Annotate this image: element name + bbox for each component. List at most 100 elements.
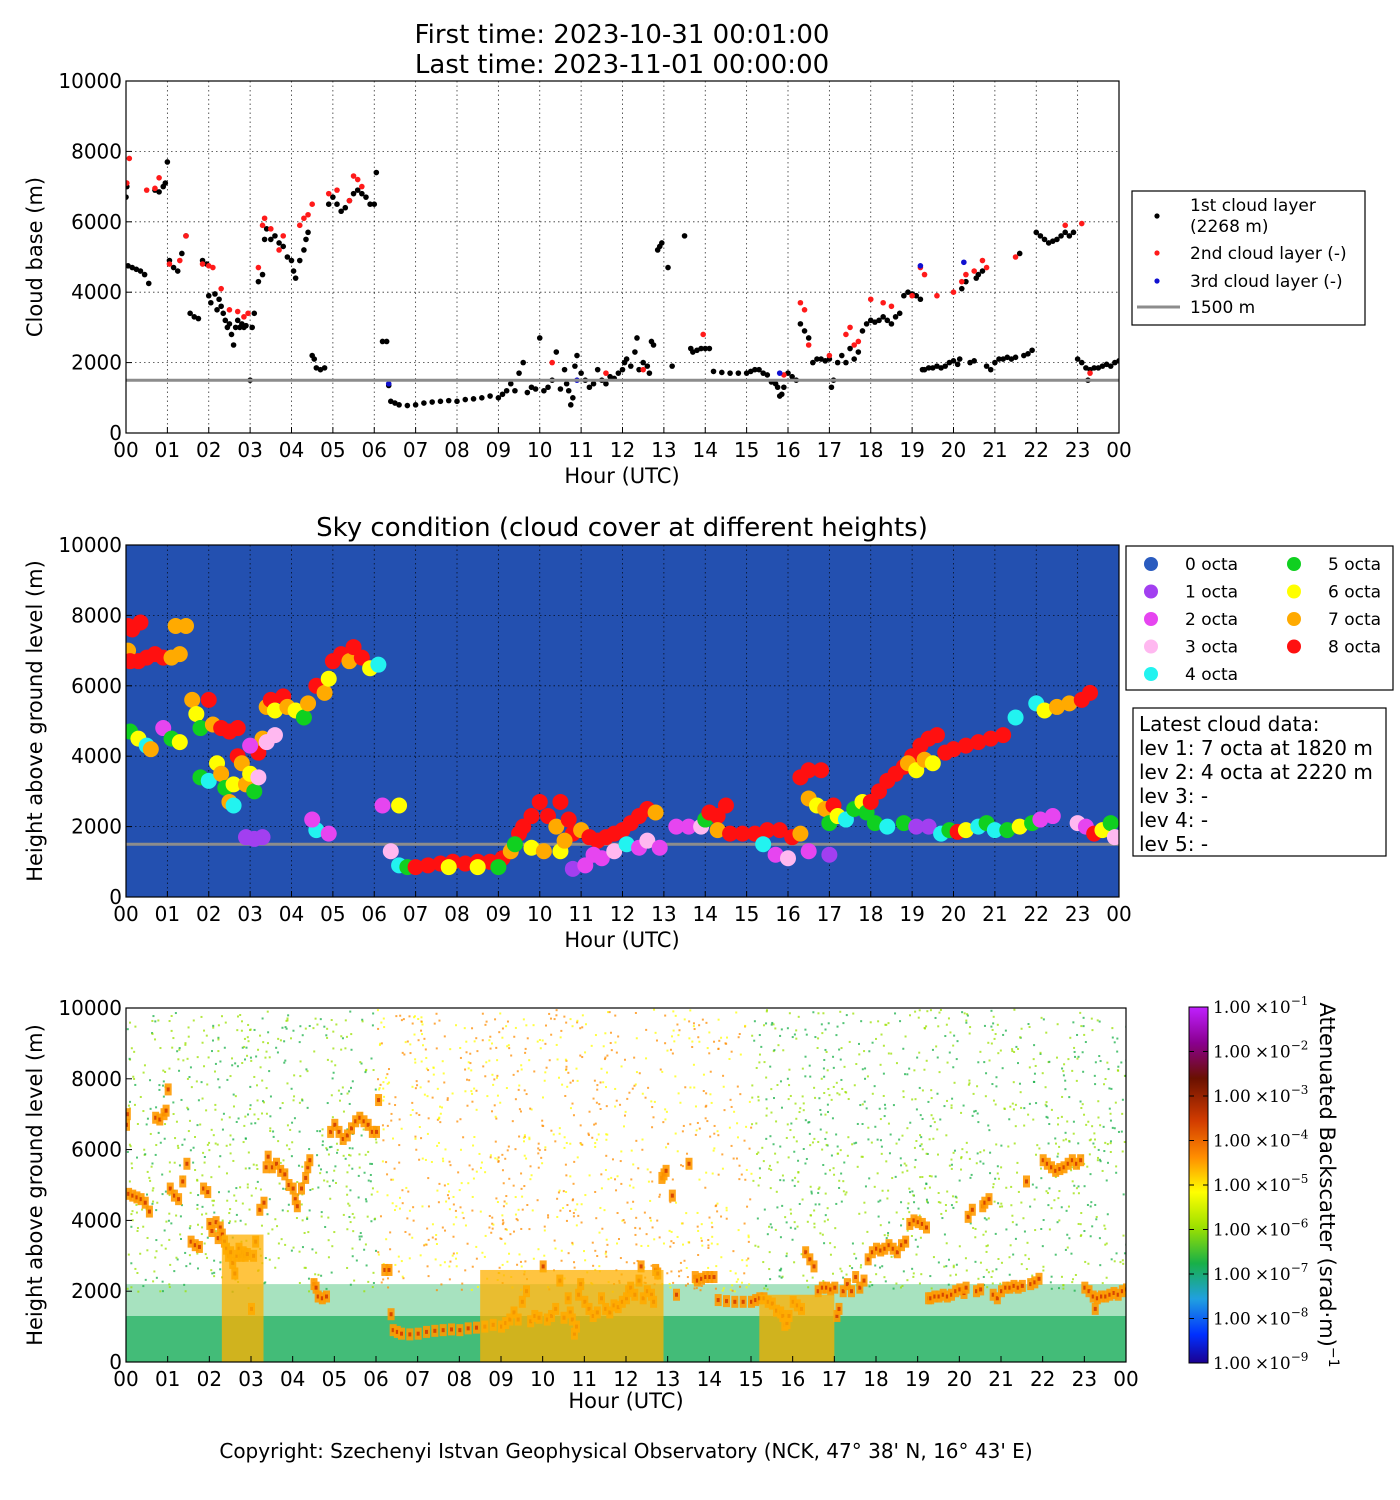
noise-speck xyxy=(163,1137,166,1140)
cloud-echo-core xyxy=(425,1329,428,1334)
noise-speck xyxy=(168,1238,171,1241)
colorbar-tick-mantissa: 1.00 xyxy=(1213,1132,1251,1152)
noise-speck xyxy=(1105,1242,1108,1245)
noise-speck xyxy=(259,1188,262,1191)
noise-speck xyxy=(991,1028,994,1031)
noise-speck xyxy=(619,1257,622,1260)
noise-speck xyxy=(739,1053,742,1056)
noise-speck xyxy=(740,1173,743,1176)
noise-speck xyxy=(779,1179,782,1182)
noise-speck xyxy=(591,1136,594,1139)
info-frame xyxy=(1132,707,1387,857)
noise-speck xyxy=(1098,1158,1101,1161)
noise-speck xyxy=(401,1189,404,1192)
noise-speck xyxy=(229,1208,232,1211)
noise-speck xyxy=(960,1168,963,1171)
noise-speck xyxy=(892,1287,895,1290)
noise-speck xyxy=(664,1014,667,1017)
noise-speck xyxy=(925,1182,928,1185)
noise-speck xyxy=(537,1152,540,1155)
cloud-echo-core xyxy=(164,1108,168,1113)
point-layer2 xyxy=(603,370,609,376)
noise-speck xyxy=(382,1278,385,1281)
noise-speck xyxy=(1048,1187,1051,1190)
noise-speck xyxy=(196,1124,199,1127)
noise-speck xyxy=(655,1039,658,1042)
noise-speck xyxy=(599,1206,602,1209)
noise-speck xyxy=(184,1251,187,1254)
noise-speck xyxy=(543,1229,546,1232)
noise-speck xyxy=(982,1233,985,1236)
noise-speck xyxy=(229,1134,232,1137)
point-layer1 xyxy=(1016,250,1023,257)
noise-speck xyxy=(1082,1016,1085,1019)
point-layer2 xyxy=(963,271,969,278)
noise-speck xyxy=(438,1019,441,1022)
noise-speck xyxy=(985,1072,988,1075)
cloud-echo-core xyxy=(325,1294,328,1299)
x-tick-label: 09 xyxy=(486,438,511,462)
noise-speck xyxy=(541,1124,544,1127)
noise-speck xyxy=(178,1164,181,1167)
noise-speck xyxy=(700,1239,703,1242)
noise-speck xyxy=(916,1245,919,1248)
noise-speck xyxy=(236,1029,239,1032)
noise-speck xyxy=(212,1024,215,1027)
noise-speck xyxy=(249,1085,252,1088)
noise-speck xyxy=(852,1012,855,1015)
noise-speck xyxy=(1116,1037,1119,1040)
noise-speck xyxy=(986,1286,989,1289)
noise-speck xyxy=(325,1147,328,1150)
noise-speck xyxy=(766,1288,769,1291)
cloud-echo-core xyxy=(377,1098,381,1103)
noise-speck xyxy=(943,1265,946,1268)
cloud-echo-core xyxy=(829,1287,833,1292)
noise-speck xyxy=(499,1237,502,1240)
noise-speck xyxy=(401,1202,404,1205)
noise-speck xyxy=(593,1123,596,1126)
noise-speck xyxy=(866,1075,869,1078)
noise-speck xyxy=(747,1234,750,1237)
noise-speck xyxy=(793,1033,796,1036)
noise-speck xyxy=(367,1280,370,1283)
noise-speck xyxy=(266,1213,269,1216)
noise-speck xyxy=(363,1248,366,1251)
point-layer1 xyxy=(992,359,998,366)
cloud-echo-core xyxy=(1093,1306,1097,1311)
point-layer1 xyxy=(412,402,419,408)
noise-speck xyxy=(602,1045,605,1048)
noise-speck xyxy=(881,1189,884,1192)
noise-speck xyxy=(607,1011,610,1014)
cloud-point xyxy=(177,617,194,634)
noise-speck xyxy=(311,1188,314,1191)
noise-speck xyxy=(196,1252,199,1255)
legend-frame xyxy=(1125,545,1394,691)
noise-speck xyxy=(919,1176,922,1179)
noise-speck xyxy=(348,1153,351,1156)
noise-speck xyxy=(231,1064,234,1067)
noise-speck xyxy=(333,1231,336,1234)
noise-speck xyxy=(587,1134,590,1137)
noise-speck xyxy=(945,1023,948,1026)
noise-speck xyxy=(408,1015,411,1018)
noise-speck xyxy=(808,1064,811,1067)
point-layer1 xyxy=(251,310,258,317)
noise-speck xyxy=(905,1164,908,1167)
noise-speck xyxy=(976,1112,979,1115)
noise-speck xyxy=(1042,1269,1045,1272)
cloud-point xyxy=(986,822,1003,839)
noise-speck xyxy=(1016,1062,1019,1065)
noise-speck xyxy=(738,1178,741,1181)
noise-speck xyxy=(949,1031,952,1034)
cloud-point xyxy=(531,793,548,810)
noise-speck xyxy=(172,1037,175,1040)
noise-speck xyxy=(211,1199,214,1202)
y-tick-label: 2000 xyxy=(71,815,122,839)
noise-speck xyxy=(508,1252,511,1255)
noise-speck xyxy=(1121,1150,1124,1153)
noise-speck xyxy=(617,1238,620,1241)
noise-speck xyxy=(825,1143,828,1146)
noise-speck xyxy=(1097,1100,1100,1103)
legend-label-octa-0: 0 octa xyxy=(1185,555,1238,575)
noise-speck xyxy=(1086,1203,1089,1206)
